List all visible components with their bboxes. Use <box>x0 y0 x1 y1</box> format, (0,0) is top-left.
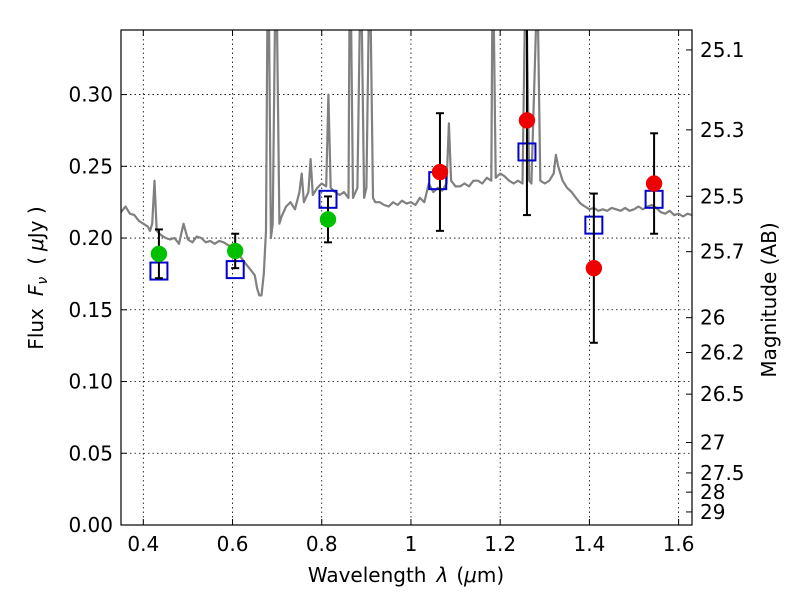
y-axis-symbol: F <box>24 284 48 296</box>
magnitude-tick-label: 27.5 <box>700 461 745 485</box>
x-axis: 0.4 0.6 0.8 1 1.2 1.4 1.6 <box>127 30 695 556</box>
right-axis-title: Magnitude (AB) <box>757 222 781 377</box>
y-axis-unit-mu: μ <box>24 238 48 252</box>
y-tick-label: 0.00 <box>68 513 113 537</box>
plot-content <box>121 30 692 297</box>
x-tick-label: 1.6 <box>663 532 695 556</box>
magnitude-tick-label: 25.1 <box>700 38 745 62</box>
y-tick-label: 0.10 <box>68 370 113 394</box>
plot-frame <box>120 29 693 526</box>
x-axis-unit-open: ( <box>456 563 464 587</box>
magnitude-tick-label: 26.5 <box>700 382 745 406</box>
y-tick-label: 0.30 <box>68 83 113 107</box>
y-axis-unit-rest: Jy ) <box>24 206 48 240</box>
magnitude-tick-label: 28 <box>700 480 725 504</box>
x-tick-label: 1.4 <box>573 532 605 556</box>
x-axis-unit-mu: μ <box>463 563 477 587</box>
magnitude-tick-label: 29 <box>700 500 725 524</box>
magnitude-tick-label: 26 <box>700 306 725 330</box>
observed-flux-marker <box>431 163 449 181</box>
x-axis-title: Wavelength λ (μm) <box>308 563 504 587</box>
x-tick-label: 0.8 <box>306 532 338 556</box>
magnitude-tick-label: 25.3 <box>700 118 745 142</box>
y-tick-label: 0.05 <box>68 441 113 465</box>
observed-flux-marker <box>319 211 337 228</box>
y-axis-title: Flux Fν ( μJy ) <box>24 206 51 349</box>
x-tick-label: 1 <box>405 532 418 556</box>
y-axis-unit-open: ( <box>24 257 48 265</box>
x-tick-label: 1.2 <box>484 532 516 556</box>
observed-flux-marker <box>645 175 663 192</box>
observed-flux-marker <box>518 112 536 129</box>
y-tick-label: 0.25 <box>68 154 113 178</box>
x-axis-symbol: λ <box>435 563 448 587</box>
x-axis-title-text: Wavelength <box>308 563 427 587</box>
observed-flux-marker <box>150 245 168 263</box>
observed-flux-marker <box>585 259 603 277</box>
x-axis-unit-rest: m) <box>477 563 504 587</box>
markers <box>149 30 664 344</box>
y-axis-subscript: ν <box>35 277 51 285</box>
magnitude-tick-label: 26.2 <box>700 341 745 365</box>
y-axis-left: 0.00 0.05 0.10 0.15 0.20 0.25 0.30 <box>68 83 127 537</box>
y-tick-label: 0.15 <box>68 298 113 322</box>
magnitude-tick-label: 25.7 <box>700 240 745 264</box>
magnitude-tick-label: 27 <box>700 431 725 455</box>
y-tick-label: 0.20 <box>68 226 113 250</box>
x-tick-label: 0.4 <box>127 532 159 556</box>
magnitude-tick-label: 25.5 <box>700 184 745 208</box>
y-axis-title-text: Flux <box>24 308 48 350</box>
spectrum-line <box>121 30 692 297</box>
x-tick-label: 0.6 <box>217 532 249 556</box>
observed-flux-marker <box>226 242 244 260</box>
